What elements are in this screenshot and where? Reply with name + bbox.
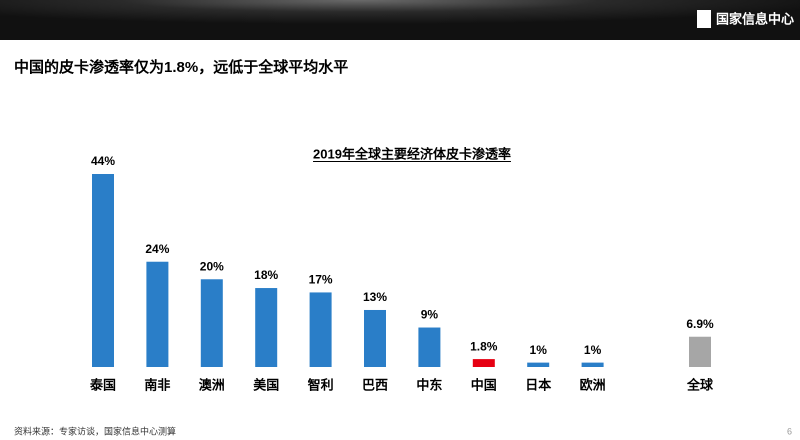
bar — [364, 309, 386, 367]
x-tick-label: 巴西 — [362, 377, 388, 392]
header-band — [0, 0, 800, 40]
bar — [200, 279, 223, 367]
bar — [255, 288, 278, 367]
bar — [92, 174, 114, 367]
x-tick-label: 澳洲 — [199, 377, 225, 392]
value-label: 6.9% — [686, 317, 714, 331]
value-label: 1% — [584, 343, 602, 357]
value-label: 1% — [530, 343, 548, 357]
logo-text: 国家信息中心 — [716, 11, 794, 26]
bar — [689, 336, 711, 367]
value-label: 13% — [363, 290, 387, 304]
bar — [146, 261, 169, 367]
chart-title: 2019年全球主要经济体皮卡渗透率 — [313, 146, 511, 161]
bar — [527, 362, 550, 367]
bar — [581, 362, 604, 367]
value-label: 24% — [145, 242, 169, 256]
x-tick-label: 日本 — [525, 377, 551, 392]
bar — [472, 359, 495, 367]
x-tick-label: 中东 — [416, 377, 442, 392]
value-label: 44% — [91, 154, 115, 168]
bar — [418, 327, 441, 367]
heading: 中国的皮卡渗透率仅为1.8%，远低于全球平均水平 — [14, 58, 348, 76]
value-label: 1.8% — [470, 339, 498, 353]
logo-icon — [697, 10, 711, 28]
bar — [309, 292, 332, 367]
x-tick-label: 南非 — [144, 377, 170, 392]
value-label: 17% — [309, 273, 333, 287]
page-number: 6 — [787, 426, 792, 436]
source-note: 资料来源：专家访谈，国家信息中心测算 — [14, 425, 176, 436]
x-tick-label: 中国 — [471, 377, 497, 392]
x-tick-label: 全球 — [686, 377, 714, 392]
x-tick-label: 泰国 — [89, 377, 116, 392]
value-label: 18% — [254, 268, 278, 282]
x-tick-label: 智利 — [308, 377, 334, 392]
x-tick-label: 欧洲 — [580, 377, 606, 392]
x-tick-label: 美国 — [253, 377, 279, 392]
value-label: 9% — [421, 308, 439, 322]
value-label: 20% — [200, 259, 224, 273]
